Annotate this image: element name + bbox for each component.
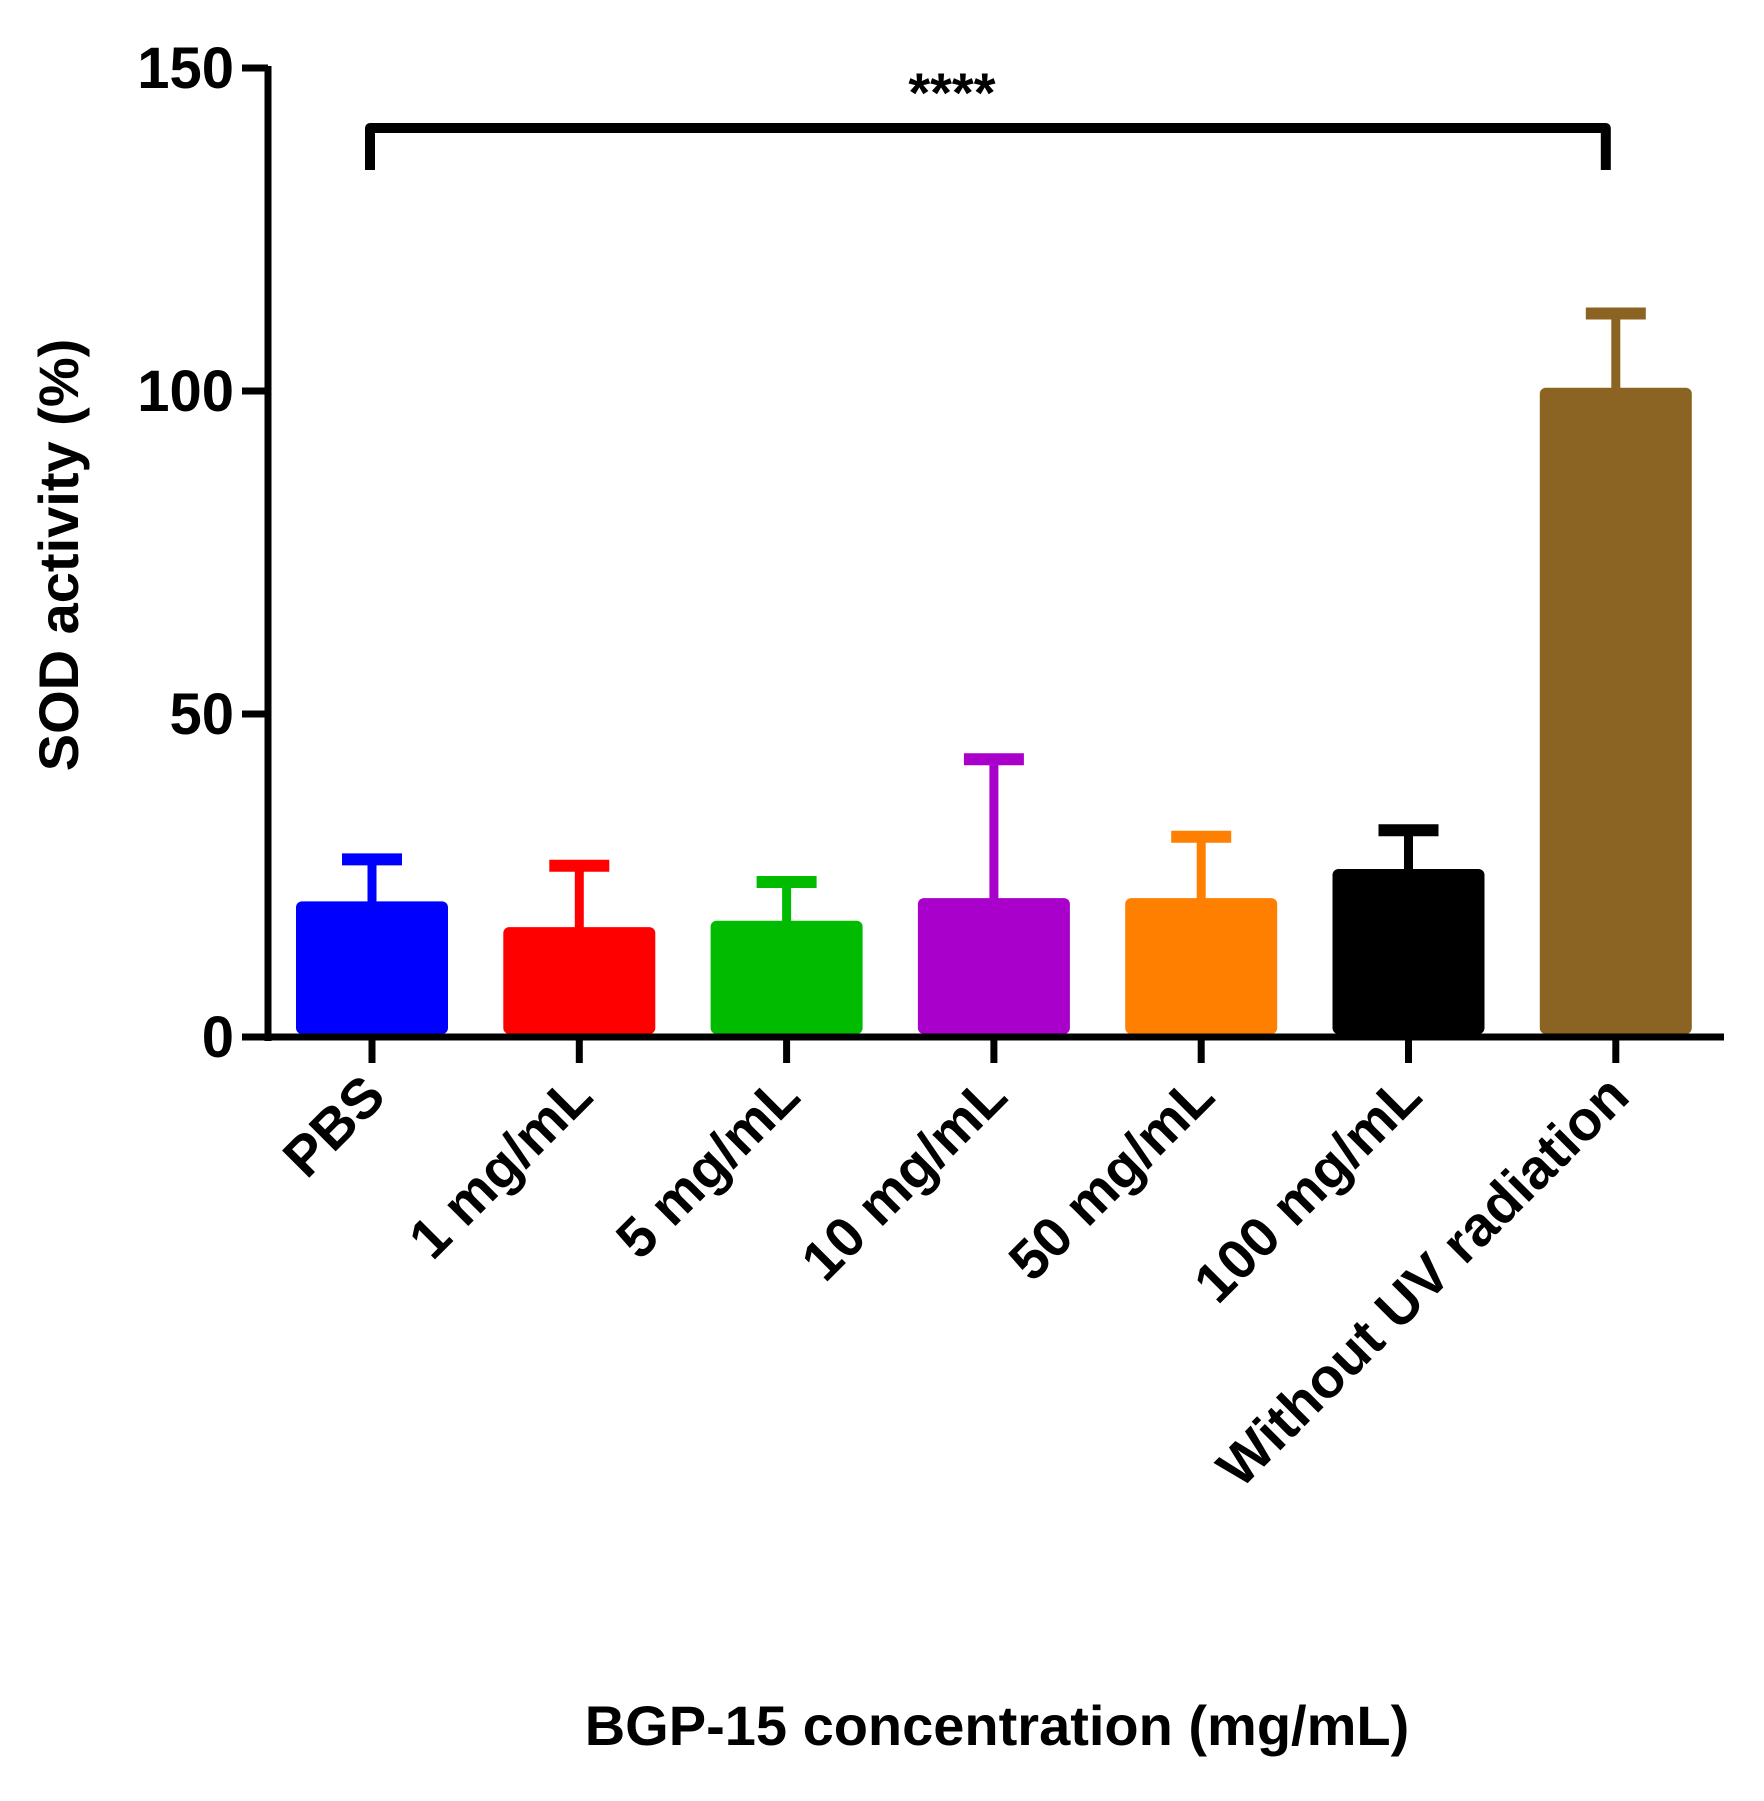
x-tick-label: Without UV radiation (1205, 1063, 1641, 1499)
bar (1332, 869, 1485, 1034)
y-tick-label: 50 (169, 682, 234, 747)
bar (1125, 898, 1278, 1034)
significance-bracket-line (365, 123, 1611, 170)
y-axis-title: SOD activity (%) (27, 339, 90, 772)
x-tick-label: 10 mg/mL (789, 1063, 1018, 1292)
x-tick-label: PBS (271, 1063, 397, 1189)
x-tick-label: 1 mg/mL (396, 1063, 603, 1270)
significance-bracket: **** (365, 61, 1611, 170)
x-tick-label: 5 mg/mL (604, 1063, 811, 1270)
bar (503, 927, 656, 1034)
y-tick-label: 100 (137, 359, 234, 424)
significance-label: **** (908, 61, 995, 124)
y-axis: 0 50 100 150 (137, 36, 272, 1070)
bar (1539, 387, 1692, 1034)
y-tick-label: 150 (137, 36, 234, 101)
bar (917, 898, 1070, 1034)
bars (296, 387, 1692, 1034)
bar (710, 920, 863, 1034)
x-tick-label: 50 mg/mL (996, 1063, 1225, 1292)
y-tick-label: 0 (202, 1005, 234, 1070)
error-bars (342, 307, 1646, 930)
x-axis-title: BGP-15 concentration (mg/mL) (585, 1694, 1410, 1757)
bar (296, 901, 448, 1034)
